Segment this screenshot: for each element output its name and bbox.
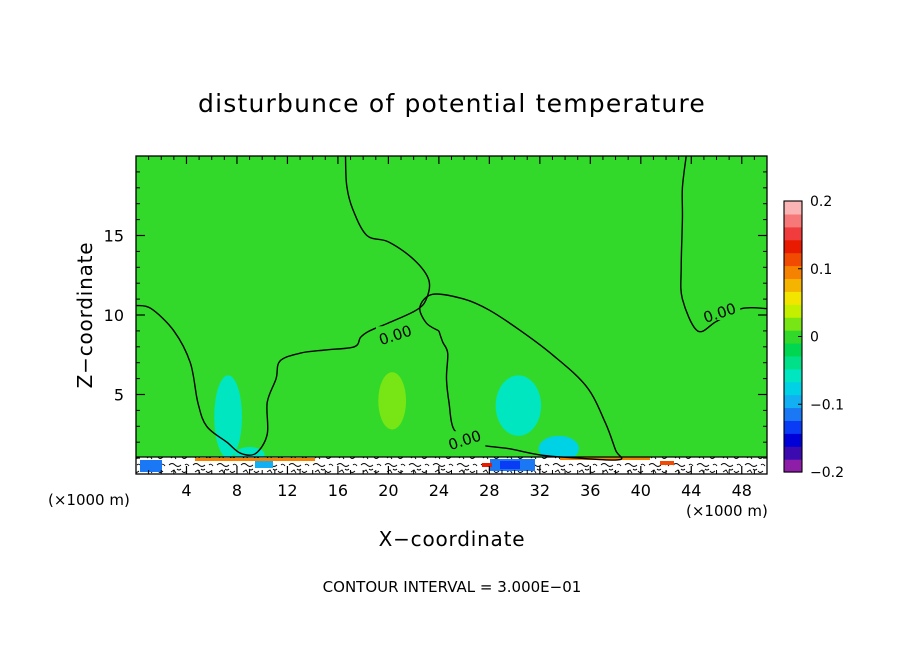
- x-tick-label: 8: [232, 481, 242, 500]
- x-tick-label: 28: [479, 481, 499, 500]
- x-unit-right: (×1000 m): [686, 502, 768, 520]
- y-tick-label: 5: [114, 386, 124, 405]
- x-tick-label: 48: [732, 481, 752, 500]
- contour-line: [419, 293, 623, 461]
- x-tick-label: 44: [681, 481, 701, 500]
- colorbar-tick-label: −0.1: [810, 397, 844, 413]
- color-patch: [538, 435, 579, 462]
- x-tick-label: 12: [277, 481, 297, 500]
- colorbar-tick-label: −0.2: [810, 465, 844, 481]
- x-tick-label: 40: [631, 481, 651, 500]
- x-tick-label: 16: [328, 481, 348, 500]
- x-unit-left: (×1000 m): [48, 491, 130, 509]
- colorbar-segment: [784, 433, 802, 447]
- colorbar-segment: [784, 226, 802, 241]
- contour-line: [136, 156, 431, 456]
- colorbar-segment: [784, 407, 802, 421]
- x-tick-label: 36: [580, 481, 600, 500]
- surface-red-cell: [482, 463, 492, 467]
- surface-noise-band: [136, 457, 767, 474]
- colorbar-segment: [784, 446, 802, 460]
- colorbar-segment: [784, 252, 802, 267]
- colorbar-tick-label: 0.1: [810, 262, 832, 278]
- surface-red-cell: [660, 461, 674, 465]
- y-axis-label: Z−coordinate: [73, 242, 97, 389]
- footer-contour-interval: CONTOUR INTERVAL = 3.000E−01: [323, 578, 582, 596]
- color-patch: [214, 375, 243, 459]
- colorbar-segment: [784, 330, 802, 344]
- surface-orange-line: [195, 458, 315, 461]
- x-tick-label: 20: [378, 481, 398, 500]
- y-tick-label: 15: [104, 227, 124, 246]
- colorbar-segment: [784, 381, 802, 396]
- colorbar-segment: [784, 317, 802, 331]
- colorbar-segment: [784, 342, 802, 357]
- surface-blue-cell: [500, 461, 520, 469]
- colorbar-segment: [784, 239, 802, 254]
- colorbar-segment: [784, 213, 802, 228]
- colorbar-segment: [784, 291, 802, 305]
- x-tick-label: 4: [181, 481, 191, 500]
- contour-label-bg: [375, 326, 416, 343]
- x-tick-label: 24: [429, 481, 449, 500]
- surface-orange-line: [560, 457, 650, 460]
- contour-label-bg: [445, 431, 486, 448]
- color-patch: [495, 375, 542, 436]
- colorbar-segment: [784, 265, 802, 280]
- colorbar-segment: [784, 304, 802, 318]
- colorbar-segment: [784, 394, 802, 409]
- y-tick-label: 10: [104, 306, 124, 325]
- colorbar-segment: [784, 355, 802, 370]
- colorbar-segment: [784, 278, 802, 292]
- colorbar-tick-label: 0: [810, 330, 819, 346]
- x-tick-label: 32: [530, 481, 550, 500]
- contour-label-bg: [700, 304, 741, 320]
- colorbar-tick-label: 0.2: [810, 194, 832, 210]
- colorbar-segment: [784, 201, 802, 215]
- x-axis-label: X−coordinate: [379, 527, 526, 551]
- plot-area: 0.000.000.00: [136, 156, 767, 474]
- surface-layer: [136, 456, 767, 474]
- chart-title: disturbunce of potential temperature: [198, 89, 706, 118]
- colorbar-segment: [784, 420, 802, 434]
- colorbar-segment: [784, 459, 802, 473]
- colorbar: 0.2 0.1 0 −0.1 −0.2: [783, 194, 844, 481]
- surface-blue-cell: [255, 461, 273, 468]
- color-patch: [378, 372, 407, 430]
- surface-blue-cell: [140, 460, 162, 472]
- colorbar-segment: [784, 368, 802, 383]
